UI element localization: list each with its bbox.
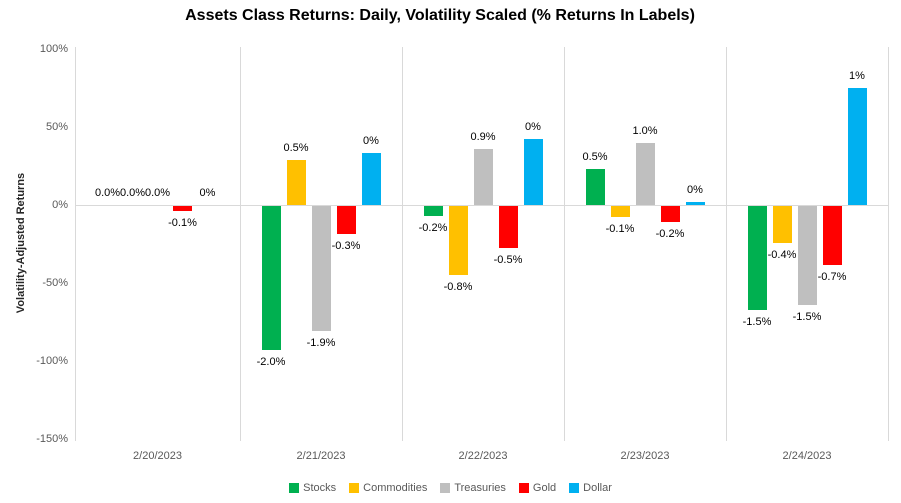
data-label-treasuries-2-23-2023: 1.0% (632, 124, 658, 137)
x-axis-label: 2/22/2023 (458, 450, 508, 462)
category-separator (240, 47, 241, 441)
y-tick-label: 0% (52, 198, 68, 211)
zero-axis-line (75, 205, 888, 206)
bar-commodities-2-24-2023 (772, 206, 792, 244)
data-label-stocks-2-21-2023: -2.0% (256, 356, 286, 369)
x-axis-label: 2/23/2023 (620, 450, 670, 462)
legend-item-commodities: Commodities (349, 481, 427, 495)
bar-gold-2-24-2023 (822, 206, 842, 265)
data-label-stocks-2-23-2023: 0.5% (582, 150, 608, 163)
bar-stocks-2-23-2023 (585, 168, 605, 205)
bar-gold-2-22-2023 (498, 206, 518, 249)
data-label-dollar-2-24-2023: 1% (849, 69, 865, 82)
legend-swatch-icon (569, 483, 580, 493)
y-tick-label: -100% (36, 354, 68, 367)
legend-item-treasuries: Treasuries (440, 481, 506, 495)
legend-item-dollar: Dollar (569, 481, 612, 495)
data-label-stocks-2-24-2023: -1.5% (742, 315, 772, 328)
category-separator (402, 47, 403, 441)
data-label-treasuries-2-24-2023: -1.5% (792, 311, 822, 324)
legend-label: Treasuries (454, 482, 506, 494)
bar-treasuries-2-23-2023 (635, 142, 655, 205)
data-label-gold-2-20-2023: -0.1% (168, 216, 197, 229)
data-label-gold-2-23-2023: -0.2% (655, 227, 685, 240)
y-tick-label: -150% (36, 432, 68, 445)
bar-treasuries-2-22-2023 (473, 148, 493, 205)
category-separator (726, 47, 727, 441)
bar-commodities-2-21-2023 (286, 160, 306, 205)
x-axis-label: 2/21/2023 (296, 450, 346, 462)
legend-item-gold: Gold (518, 481, 557, 495)
bar-commodities-2-23-2023 (610, 206, 630, 217)
bar-stocks-2-22-2023 (423, 206, 443, 216)
data-label-stocks-2-22-2023: -0.2% (418, 221, 448, 234)
data-label-dollar-2-21-2023: 0% (363, 134, 379, 147)
category-separator (564, 47, 565, 441)
data-label-gold-2-22-2023: -0.5% (493, 254, 523, 267)
bar-treasuries-2-21-2023 (311, 206, 331, 332)
bar-stocks-2-24-2023 (747, 206, 767, 310)
legend-swatch-icon (518, 483, 529, 493)
bar-dollar-2-22-2023 (523, 138, 543, 205)
y-tick-label: 100% (39, 42, 68, 55)
bar-dollar-2-21-2023 (361, 152, 381, 205)
data-label-commodities-2-20-2023: 0.0% (119, 187, 146, 199)
y-tick-label: 50% (45, 120, 68, 133)
legend: Stocks Commodities Treasuries Gold Dollar (0, 479, 901, 497)
bar-stocks-2-21-2023 (261, 206, 281, 351)
data-label-dollar-2-23-2023: 0% (687, 183, 703, 196)
data-label-gold-2-24-2023: -0.7% (817, 270, 847, 283)
plot-right-border (888, 47, 889, 441)
bar-gold-2-23-2023 (660, 206, 680, 222)
y-tick-label: -50% (42, 276, 68, 289)
legend-label: Dollar (583, 482, 612, 494)
legend-label: Stocks (303, 482, 337, 494)
legend-swatch-icon (440, 483, 451, 493)
data-label-dollar-2-22-2023: 0% (525, 120, 541, 133)
legend-swatch-icon (349, 483, 360, 493)
legend-item-stocks: Stocks (289, 481, 336, 495)
data-label-commodities-2-23-2023: -0.1% (605, 222, 635, 235)
data-label-treasuries-2-20-2023: 0.0% (144, 187, 171, 199)
bar-gold-2-20-2023 (173, 206, 192, 211)
legend-label: Gold (532, 482, 557, 494)
bar-dollar-2-24-2023 (847, 87, 867, 205)
bar-treasuries-2-24-2023 (797, 206, 817, 306)
legend-swatch-icon (289, 483, 300, 493)
y-axis-title: Volatility-Adjusted Returns (15, 172, 27, 314)
data-label-treasuries-2-21-2023: -1.9% (306, 337, 336, 350)
chart-title: Assets Class Returns: Daily, Volatility … (185, 7, 695, 24)
bar-commodities-2-22-2023 (448, 206, 468, 275)
legend-label: Commodities (363, 482, 428, 494)
plot-left-border (75, 47, 76, 441)
bar-gold-2-21-2023 (336, 206, 356, 235)
data-label-dollar-2-20-2023: 0% (199, 187, 216, 199)
data-label-stocks-2-20-2023: 0.0% (94, 187, 121, 199)
x-axis-label: 2/20/2023 (133, 450, 182, 462)
data-label-commodities-2-24-2023: -0.4% (767, 249, 797, 262)
data-label-commodities-2-22-2023: -0.8% (443, 280, 473, 293)
bar-dollar-2-23-2023 (685, 201, 705, 205)
data-label-gold-2-21-2023: -0.3% (331, 240, 361, 253)
data-label-treasuries-2-22-2023: 0.9% (470, 130, 496, 143)
x-axis-label: 2/24/2023 (782, 450, 832, 462)
data-label-commodities-2-21-2023: 0.5% (283, 142, 309, 155)
